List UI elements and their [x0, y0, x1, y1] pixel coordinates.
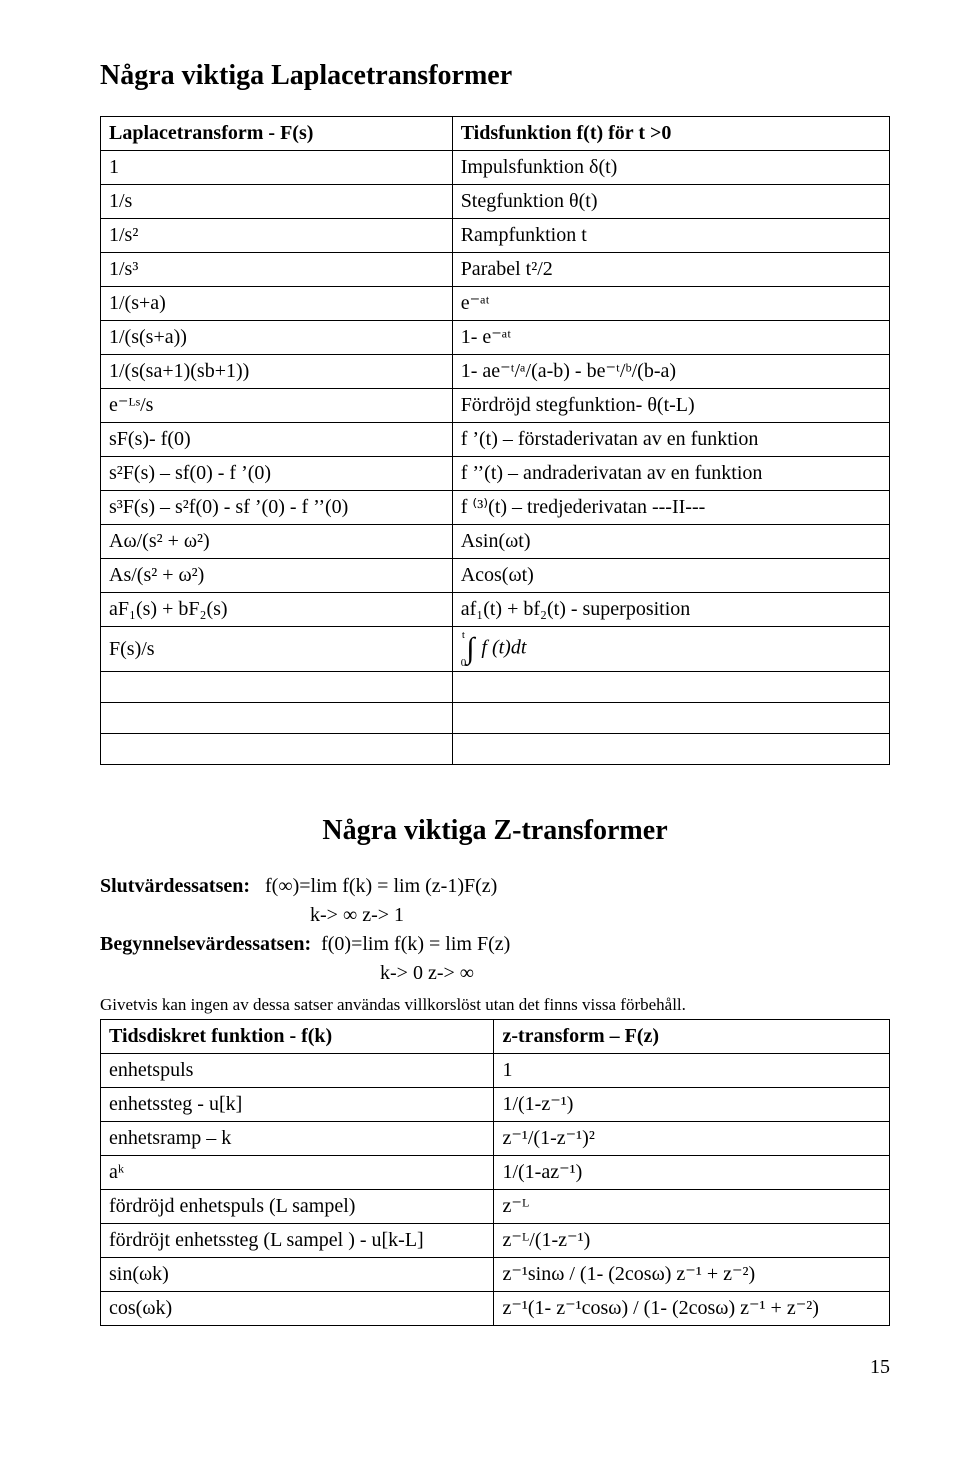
- cell: 1- ae⁻ᵗ/ᵃ/(a-b) - be⁻ᵗ/ᵇ/(b-a): [452, 355, 889, 389]
- z-header-right: z-transform – F(z): [494, 1020, 890, 1054]
- cell: Acos(ωt): [452, 559, 889, 593]
- cell: z⁻ᴸ/(1-z⁻¹): [494, 1224, 890, 1258]
- laplace-header-left: Laplacetransform - F(s): [101, 117, 453, 151]
- cell: Aω/(s² + ω²): [101, 525, 453, 559]
- ztransform-title: Några viktiga Z-transformer: [100, 815, 890, 847]
- cell: 1/(1-az⁻¹): [494, 1156, 890, 1190]
- cell: z⁻¹sinω / (1- (2cosω) z⁻¹ + z⁻²): [494, 1258, 890, 1292]
- cell: aᵏ: [101, 1156, 494, 1190]
- cell: Parabel t²/2: [452, 253, 889, 287]
- cell: fördröjt enhetssteg (L sampel ) - u[k-L]: [101, 1224, 494, 1258]
- laplace-header-right: Tidsfunktion f(t) för t >0: [452, 117, 889, 151]
- page-number: 15: [100, 1356, 890, 1379]
- empty-cell: [101, 703, 453, 734]
- cell: e⁻ᴸˢ/s: [101, 389, 453, 423]
- cell: 1/s: [101, 185, 453, 219]
- beg-line2: k-> 0 z-> ∞: [100, 962, 890, 985]
- cell: 1/(s(s+a)): [101, 321, 453, 355]
- empty-cell: [452, 672, 889, 703]
- cell: z⁻¹(1- z⁻¹cosω) / (1- (2cosω) z⁻¹ + z⁻²): [494, 1292, 890, 1326]
- cell: 1- e⁻ᵃᵗ: [452, 321, 889, 355]
- integral-sign-icon: ∫: [466, 637, 474, 661]
- cell: f ’(t) – förstaderivatan av en funktion: [452, 423, 889, 457]
- cell: af₁(t) + bf₂(t) - superposition: [452, 593, 889, 627]
- cell: Stegfunktion θ(t): [452, 185, 889, 219]
- slut-line1: f(∞)=lim f(k) = lim (z-1)F(z): [265, 875, 497, 897]
- integral-body: f (t)dt: [481, 637, 526, 659]
- cell: Asin(ωt): [452, 525, 889, 559]
- empty-cell: [452, 703, 889, 734]
- cell: 1/(s(sa+1)(sb+1)): [101, 355, 453, 389]
- beg-line1: f(0)=lim f(k) = lim F(z): [321, 933, 510, 955]
- empty-cell: [101, 734, 453, 765]
- cell: Impulsfunktion δ(t): [452, 151, 889, 185]
- slut-line2: k-> ∞ z-> 1: [100, 904, 890, 927]
- beg-label: Begynnelsevärdessatsen:: [100, 933, 311, 955]
- cell: 1: [101, 151, 453, 185]
- cell: sin(ωk): [101, 1258, 494, 1292]
- cell: e⁻ᵃᵗ: [452, 287, 889, 321]
- cell: z⁻ᴸ: [494, 1190, 890, 1224]
- cell: 1/s²: [101, 219, 453, 253]
- cell: aF₁(s) + bF₂(s): [101, 593, 453, 627]
- cell: 1/(1-z⁻¹): [494, 1088, 890, 1122]
- integral-cell: t 0 ∫ f (t)dt: [452, 627, 889, 672]
- empty-cell: [452, 734, 889, 765]
- cell: Rampfunktion t: [452, 219, 889, 253]
- cell: enhetspuls: [101, 1054, 494, 1088]
- cell: Fördröjd stegfunktion- θ(t-L): [452, 389, 889, 423]
- cell: z⁻¹/(1-z⁻¹)²: [494, 1122, 890, 1156]
- cell: sF(s)- f(0): [101, 423, 453, 457]
- cell: As/(s² + ω²): [101, 559, 453, 593]
- cell: fördröjd enhetspuls (L sampel): [101, 1190, 494, 1224]
- cell: F(s)/s: [101, 627, 453, 672]
- slutvardessatsen: Slutvärdessatsen: f(∞)=lim f(k) = lim (z…: [100, 875, 890, 898]
- z-header-left: Tidsdiskret funktion - f(k): [101, 1020, 494, 1054]
- cell: 1/s³: [101, 253, 453, 287]
- begynnelse: Begynnelsevärdessatsen: f(0)=lim f(k) = …: [100, 933, 890, 956]
- laplace-table: Laplacetransform - F(s) Tidsfunktion f(t…: [100, 116, 890, 765]
- slut-label: Slutvärdessatsen:: [100, 875, 250, 897]
- cell: f ⁽³⁾(t) – tredjederivatan ---II---: [452, 491, 889, 525]
- cell: enhetsramp – k: [101, 1122, 494, 1156]
- cell: 1: [494, 1054, 890, 1088]
- cell: cos(ωk): [101, 1292, 494, 1326]
- cell: 1/(s+a): [101, 287, 453, 321]
- empty-cell: [101, 672, 453, 703]
- cell: s²F(s) – sf(0) - f ’(0): [101, 457, 453, 491]
- cell: s³F(s) – s²f(0) - sf ’(0) - f ’’(0): [101, 491, 453, 525]
- cell: f ’’(t) – andraderivatan av en funktion: [452, 457, 889, 491]
- laplace-title: Några viktiga Laplacetransformer: [100, 60, 890, 92]
- cell: enhetssteg - u[k]: [101, 1088, 494, 1122]
- note: Givetvis kan ingen av dessa satser använ…: [100, 995, 890, 1015]
- ztransform-table: Tidsdiskret funktion - f(k) z-transform …: [100, 1019, 890, 1326]
